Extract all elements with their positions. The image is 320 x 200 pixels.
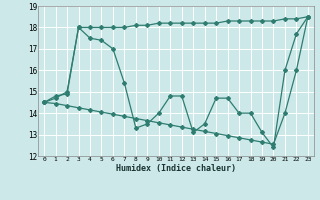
- X-axis label: Humidex (Indice chaleur): Humidex (Indice chaleur): [116, 164, 236, 173]
